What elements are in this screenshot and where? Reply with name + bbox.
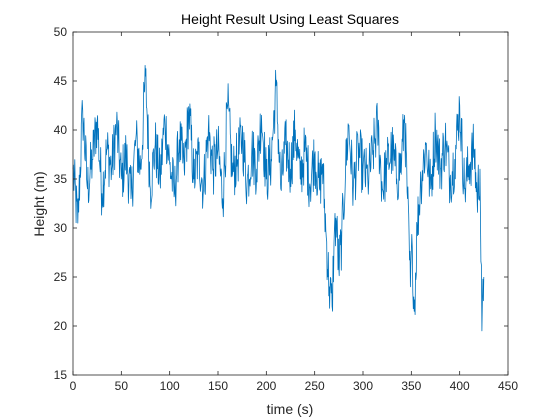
y-tick-label: 50 bbox=[54, 25, 68, 39]
x-tick-label: 150 bbox=[208, 379, 228, 393]
y-axis-label: Height (m) bbox=[31, 171, 47, 236]
x-tick-label: 0 bbox=[70, 379, 77, 393]
x-tick-label: 400 bbox=[450, 379, 470, 393]
y-tick-label: 35 bbox=[54, 172, 68, 186]
x-tick-label: 50 bbox=[115, 379, 129, 393]
y-tick-label: 25 bbox=[54, 270, 68, 284]
plot-area bbox=[72, 31, 509, 376]
x-axis-label: time (s) bbox=[267, 401, 314, 417]
x-tick-label: 100 bbox=[160, 379, 180, 393]
x-tick-label: 250 bbox=[305, 379, 325, 393]
x-tick-label: 350 bbox=[401, 379, 421, 393]
y-tick-label: 15 bbox=[54, 368, 68, 382]
x-tick-label: 200 bbox=[256, 379, 276, 393]
x-tick-label: 450 bbox=[498, 379, 518, 393]
chart-title: Height Result Using Least Squares bbox=[181, 11, 399, 27]
y-tick-label: 30 bbox=[54, 221, 68, 235]
y-tick-label: 40 bbox=[54, 123, 68, 137]
y-tick-label: 20 bbox=[54, 319, 68, 333]
axes-box bbox=[72, 31, 509, 376]
y-tick-label: 45 bbox=[54, 74, 68, 88]
axis-ticks: 0 50 100 150 200 250 300 350 400 450 15 20 25 30 35 40 4… bbox=[54, 25, 519, 393]
series-line bbox=[72, 65, 485, 332]
axes-background bbox=[73, 32, 508, 375]
x-tick-label: 300 bbox=[353, 379, 373, 393]
